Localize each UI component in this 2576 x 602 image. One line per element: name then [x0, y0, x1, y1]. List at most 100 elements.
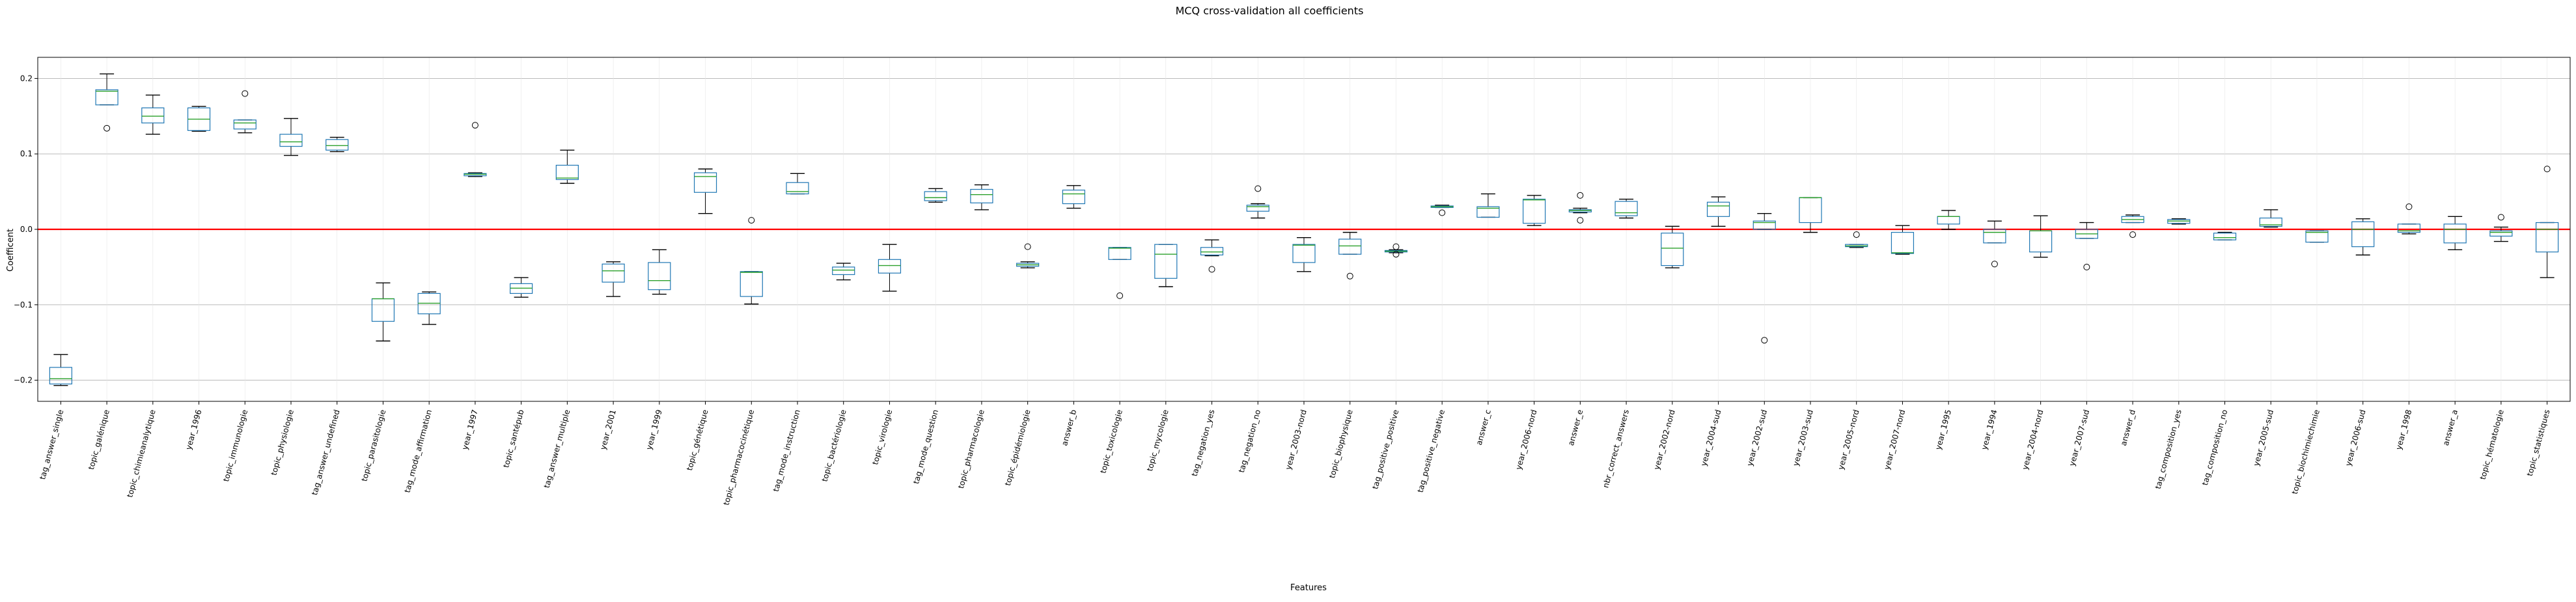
box-iqr [2536, 222, 2559, 253]
box-iqr [1523, 199, 1546, 224]
box-iqr [1154, 244, 1178, 279]
box-topic_mycologie [1154, 244, 1178, 287]
box-tag_positive_negative [1430, 205, 1454, 216]
box-year_2003-nord [1292, 237, 1316, 272]
y-axis: −0.2 −0.1 0.0 0.1 0.2 [14, 74, 38, 385]
box-iqr [279, 134, 303, 147]
outlier-point [471, 122, 478, 129]
box-year_2004-nord [2029, 215, 2053, 258]
outlier-point [1254, 185, 1262, 192]
box-iqr [2305, 230, 2329, 243]
box-iqr [1661, 233, 1684, 266]
box-topic_épidémiologie [1016, 243, 1040, 268]
box-tag_negation_no [1246, 185, 1269, 219]
box-iqr [95, 89, 118, 106]
box-iqr [924, 191, 947, 201]
box-iqr [648, 262, 671, 291]
box-iqr [1062, 190, 1085, 205]
box-iqr [1614, 201, 1638, 216]
outlier-point [748, 217, 755, 224]
box-tag_negation_yes [1200, 239, 1224, 273]
outlier-point [1116, 292, 1124, 299]
y-tick-label: −0.2 [14, 376, 33, 385]
outlier-point [1577, 217, 1584, 224]
box-year_2005-sud [2259, 209, 2282, 228]
box-answer_c [1476, 193, 1500, 218]
box-tag_mode_affirmation [417, 291, 441, 325]
box-year_2006-sud [2351, 218, 2375, 256]
box-iqr [1706, 201, 1730, 217]
box-iqr [1338, 238, 1362, 255]
box-tag_composition_no [2213, 231, 2237, 240]
box-tag_answer_single [49, 354, 72, 386]
box-topic_chimieanalytique [141, 94, 165, 135]
box-iqr [2397, 223, 2421, 233]
box-year_2003-sud [1799, 197, 1822, 233]
box-iqr [325, 139, 349, 151]
box-topic_santépub [510, 277, 533, 298]
box-topic_galénique [95, 73, 118, 132]
outlier-point [1392, 251, 1400, 258]
x-axis-label: Features [1290, 583, 1327, 593]
box-tag_positive_positive [1384, 243, 1408, 258]
box-iqr [2259, 218, 2282, 227]
box-iqr [1292, 244, 1316, 263]
box-iqr [786, 182, 809, 195]
outlier-point [1439, 209, 1446, 216]
box-year_2006-nord [1523, 195, 1546, 226]
box-iqr [693, 172, 717, 193]
box-iqr [2489, 230, 2513, 237]
box-year_1999 [648, 249, 671, 295]
box-topic_hématologie [2489, 214, 2513, 242]
box-topic_virologie [878, 244, 902, 292]
chart-title: MCQ cross-validation all coefficients [1176, 5, 1364, 17]
box-iqr [1752, 220, 1776, 230]
box-iqr [1108, 247, 1131, 260]
box-topic_biophysique [1338, 231, 1362, 280]
y-axis-label: Coefficent [6, 229, 16, 272]
box-tag_mode_instruction [786, 173, 809, 195]
box-iqr [1476, 206, 1500, 218]
box-year_2002-sud [1752, 212, 1776, 344]
box-tag_composition_yes [2167, 218, 2191, 225]
box-layer [49, 73, 2559, 386]
box-iqr [49, 367, 72, 384]
y-tick-label: 0.1 [20, 149, 33, 158]
box-topic_toxicologie [1108, 247, 1131, 299]
box-year_1997 [464, 122, 487, 177]
box-iqr [740, 271, 763, 297]
outlier-point [2543, 165, 2551, 173]
box-iqr [1200, 247, 1224, 255]
box-answer_a [2443, 216, 2467, 250]
box-iqr [141, 107, 165, 124]
box-topic_physiologie [279, 118, 303, 156]
outlier-point [1991, 261, 1998, 268]
box-answer_b [1062, 185, 1085, 209]
outlier-point [1853, 231, 1860, 238]
outlier-point [1346, 272, 1353, 280]
box-year_2005-nord [1845, 231, 1868, 248]
y-tick-label: −0.1 [14, 300, 33, 309]
box-tag_mode_question [924, 188, 947, 203]
box-year_1995 [1937, 210, 1960, 230]
outlier-point [2497, 214, 2504, 221]
outlier-point [104, 124, 111, 132]
box-iqr [602, 263, 625, 283]
box-year_1996 [187, 106, 211, 132]
box-topic_statistiques [2536, 165, 2559, 278]
box-topic_immunologie [233, 90, 256, 134]
box-year_2002-nord [1661, 225, 1684, 268]
outlier-point [1024, 243, 1031, 250]
box-iqr [1246, 205, 1269, 212]
box-topic_pharmacologie [970, 184, 993, 210]
outlier-point [2083, 263, 2090, 270]
box-year_1994 [1983, 220, 2006, 268]
box-answer_d [2121, 214, 2144, 238]
box-year_2007-nord [1890, 225, 1915, 255]
box-iqr [555, 164, 579, 180]
box-iqr [832, 266, 855, 276]
box-year_2001 [602, 261, 625, 297]
box-topic_parasitologie [371, 282, 395, 342]
